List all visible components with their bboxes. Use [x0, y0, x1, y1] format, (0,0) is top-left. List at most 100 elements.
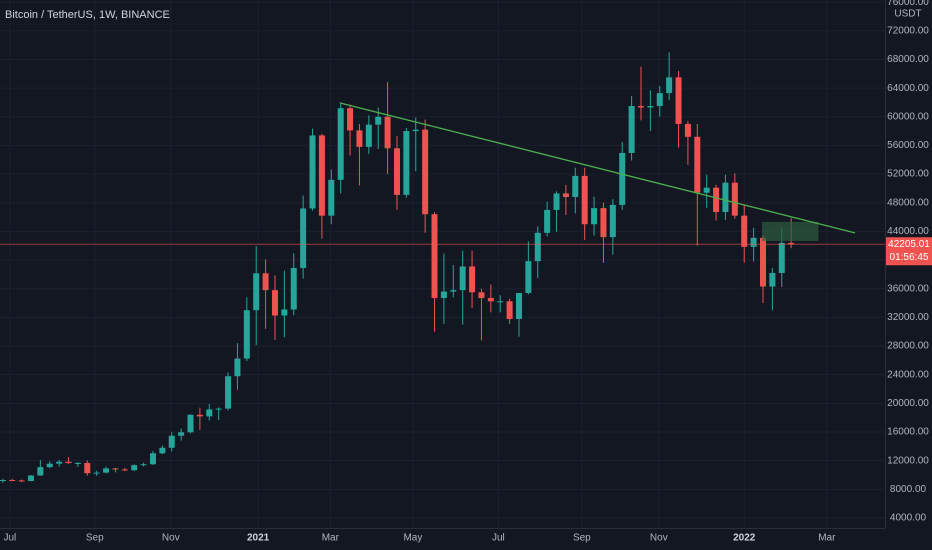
candle-body: [215, 408, 222, 410]
y-tick-label: 64000.00: [887, 83, 929, 94]
candle-body: [140, 464, 147, 466]
y-tick-label: 4000.00: [890, 513, 927, 524]
candle-body: [694, 136, 701, 193]
candle-body: [337, 108, 344, 180]
candle-body: [74, 462, 81, 464]
candle-body: [234, 358, 241, 377]
candle-body: [759, 237, 766, 287]
candle-body: [112, 468, 119, 470]
candle-body: [393, 148, 400, 195]
candle-body: [121, 469, 128, 471]
y-tick-label: 36000.00: [887, 283, 929, 294]
candle-body: [628, 106, 635, 153]
x-tick-label: Nov: [650, 533, 668, 544]
candle-body: [225, 376, 232, 409]
candle-body: [375, 116, 382, 125]
candle-body: [722, 182, 729, 213]
candle-body: [469, 266, 476, 293]
candle-body: [365, 124, 372, 147]
candle-body: [656, 93, 663, 107]
candle-body: [149, 453, 156, 465]
candle-body: [487, 298, 494, 302]
plot: [0, 52, 885, 483]
candle-body: [300, 208, 307, 268]
axes: 4000.00 8000.00 12000.00 16000.00 20000.00 24…: [3, 0, 932, 544]
candle-body: [450, 290, 457, 292]
candle-body: [478, 292, 485, 299]
candle-body: [581, 175, 588, 225]
candle-body: [515, 293, 522, 319]
currency-label: USDT: [894, 9, 921, 20]
candle-body: [422, 129, 429, 215]
candle-body: [497, 301, 504, 303]
candle-body: [37, 467, 44, 476]
candle-body: [0, 480, 6, 481]
candle-body: [562, 193, 569, 198]
y-tick-label: 76000.00: [887, 0, 929, 8]
candle-body: [253, 273, 260, 311]
candle-body: [65, 461, 72, 464]
candle-body: [262, 273, 269, 291]
candle-body: [84, 462, 91, 474]
candle-body: [178, 432, 185, 436]
y-tick-label: 16000.00: [887, 427, 929, 438]
candle-body: [131, 465, 138, 471]
candle-body: [788, 242, 795, 245]
y-tick-label: 44000.00: [887, 226, 929, 237]
candle-body: [506, 301, 513, 319]
candle-body: [318, 135, 325, 216]
y-tick-label: 56000.00: [887, 140, 929, 151]
candle-body: [93, 472, 100, 474]
candle-body: [647, 106, 654, 108]
x-tick-label: Sep: [573, 533, 591, 544]
y-tick-label: 48000.00: [887, 197, 929, 208]
x-tick-label: Nov: [162, 533, 180, 544]
candle-body: [187, 414, 194, 433]
candle-body: [619, 152, 626, 205]
candle-body: [769, 272, 776, 287]
candle-body: [103, 468, 110, 473]
candle-body: [741, 215, 748, 247]
x-tick-label: Sep: [86, 533, 104, 544]
x-tick-label: 2022: [733, 533, 756, 544]
candle-body: [675, 77, 682, 124]
candle-body: [591, 208, 598, 225]
y-tick-label: 20000.00: [887, 398, 929, 409]
candle-body: [731, 182, 738, 216]
candle-body: [196, 414, 203, 417]
candle-body: [271, 290, 278, 316]
candle-body: [384, 116, 391, 149]
candle-body: [534, 232, 541, 262]
candle-body: [750, 237, 757, 247]
candle-body: [600, 208, 607, 238]
candle-body: [46, 463, 53, 468]
candle-body: [347, 108, 354, 131]
candle-body: [544, 209, 551, 233]
candle-body: [412, 129, 419, 132]
price-label: 42205.01: [888, 239, 930, 250]
x-tick-label: Jul: [492, 533, 505, 544]
candle-body: [159, 447, 166, 454]
candle-body: [778, 242, 785, 273]
candle-body: [56, 461, 63, 464]
y-tick-label: 8000.00: [890, 484, 927, 495]
zone: [762, 221, 819, 241]
candle-body: [27, 475, 34, 482]
candle-body: [206, 409, 213, 417]
countdown-label: 01:56:45: [890, 252, 929, 263]
x-tick-label: May: [403, 533, 422, 544]
candle-body: [168, 435, 175, 448]
candle-body: [703, 187, 710, 193]
candle-body: [637, 106, 644, 108]
candle-body: [18, 480, 25, 482]
candle-body: [609, 204, 616, 238]
y-tick-label: 24000.00: [887, 369, 929, 380]
candle-body: [525, 261, 532, 294]
candle-body: [290, 267, 297, 310]
y-tick-label: 52000.00: [887, 169, 929, 180]
y-tick-label: 12000.00: [887, 455, 929, 466]
candle-body: [9, 480, 16, 481]
x-tick-label: 2021: [247, 533, 270, 544]
